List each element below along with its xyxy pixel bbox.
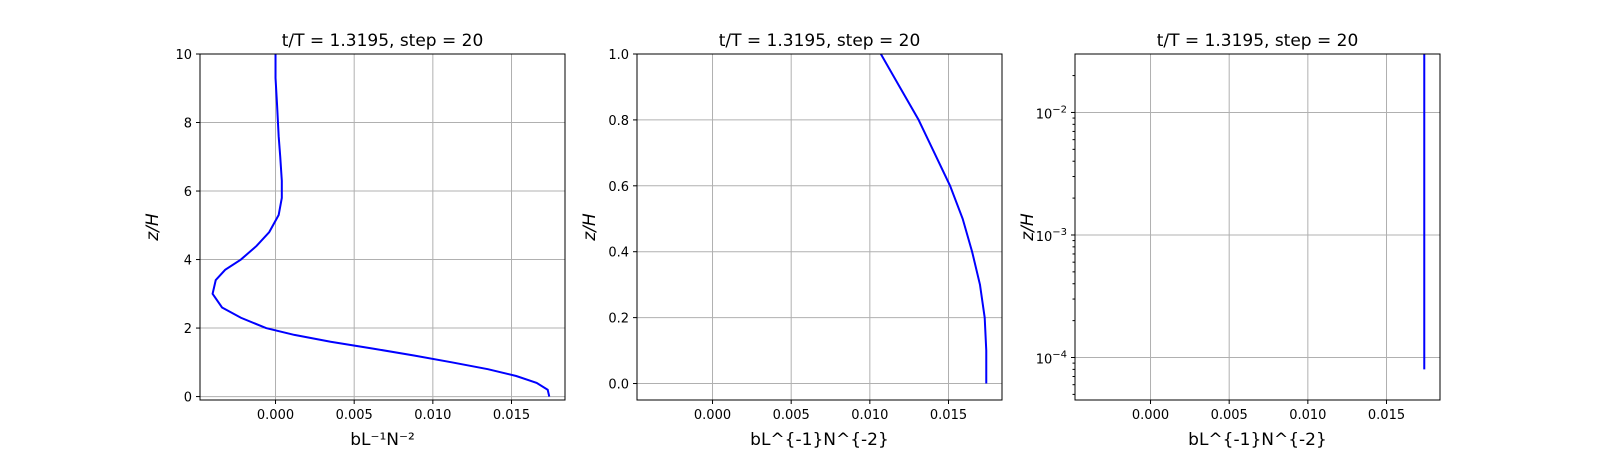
y-tick-label: 6 xyxy=(184,185,192,200)
y-tick-label: 0.0 xyxy=(608,378,629,393)
x-axis-label: bL^{-1}N^{-2} xyxy=(750,430,889,450)
y-tick-label: 10−2 xyxy=(1036,104,1067,122)
y-tick-label: 0.6 xyxy=(608,180,629,195)
y-tick-label-base: 10 xyxy=(1036,107,1053,122)
series-line xyxy=(879,53,988,384)
y-tick-label: 4 xyxy=(184,254,192,269)
y-axis-label: z/H xyxy=(1018,213,1038,242)
y-tick-label: 1.0 xyxy=(608,48,629,63)
y-tick-label: 0.8 xyxy=(608,114,629,129)
x-tick-label: 0.000 xyxy=(257,408,294,423)
x-tick-label: 0.010 xyxy=(414,408,451,423)
subplot-title: t/T = 1.3195, step = 20 xyxy=(1157,31,1359,51)
series-line xyxy=(211,54,551,397)
subplot-title: t/T = 1.3195, step = 20 xyxy=(719,31,921,51)
x-tick-label: 0.005 xyxy=(1211,408,1248,423)
subplot-2: 0.000 0.005 0.010 0.015 0.0 0.2 0.4 0.6 0.8 1.0 t/… xyxy=(580,31,1003,450)
x-tick-label: 0.000 xyxy=(694,408,731,423)
x-tick-label: 0.010 xyxy=(851,408,888,423)
y-tick-label-exponent: −4 xyxy=(1052,350,1067,361)
x-axis-label: bL^{-1}N^{-2} xyxy=(1188,430,1327,450)
y-tick-label-exponent: −2 xyxy=(1052,104,1067,115)
x-axis-label: bL⁻¹N⁻² xyxy=(350,430,415,450)
plot-frame xyxy=(199,53,566,401)
x-tick-label: 0.000 xyxy=(1132,408,1169,423)
y-tick-label: 8 xyxy=(184,117,192,132)
y-tick-label-exponent: −3 xyxy=(1052,227,1067,238)
x-tick-label: 0.015 xyxy=(1368,408,1405,423)
plot-frame xyxy=(636,53,1003,401)
y-tick-label: 0.2 xyxy=(608,312,629,327)
subplot-title: t/T = 1.3195, step = 20 xyxy=(282,31,484,51)
y-tick-label: 10 xyxy=(175,48,192,63)
x-tick-label: 0.010 xyxy=(1289,408,1326,423)
y-axis-label: z/H xyxy=(580,213,600,242)
x-tick-label: 0.015 xyxy=(930,408,967,423)
y-tick-label-base: 10 xyxy=(1036,353,1053,368)
y-axis-label: z/H xyxy=(143,213,163,242)
x-tick-label: 0.015 xyxy=(493,408,530,423)
subplot-1: 0.000 0.005 0.010 0.015 0 2 4 6 8 10 t/T = 1.3195,… xyxy=(143,31,566,450)
y-tick-label: 10−3 xyxy=(1036,227,1067,245)
x-tick-label: 0.005 xyxy=(336,408,373,423)
plot-frame xyxy=(1074,53,1441,401)
y-tick-label: 10−4 xyxy=(1036,350,1067,368)
y-tick-label: 0.4 xyxy=(608,246,629,261)
y-tick-label-base: 10 xyxy=(1036,230,1053,245)
y-tick-label: 0 xyxy=(184,391,192,406)
x-tick-label: 0.005 xyxy=(773,408,810,423)
y-tick-label: 2 xyxy=(184,322,192,337)
